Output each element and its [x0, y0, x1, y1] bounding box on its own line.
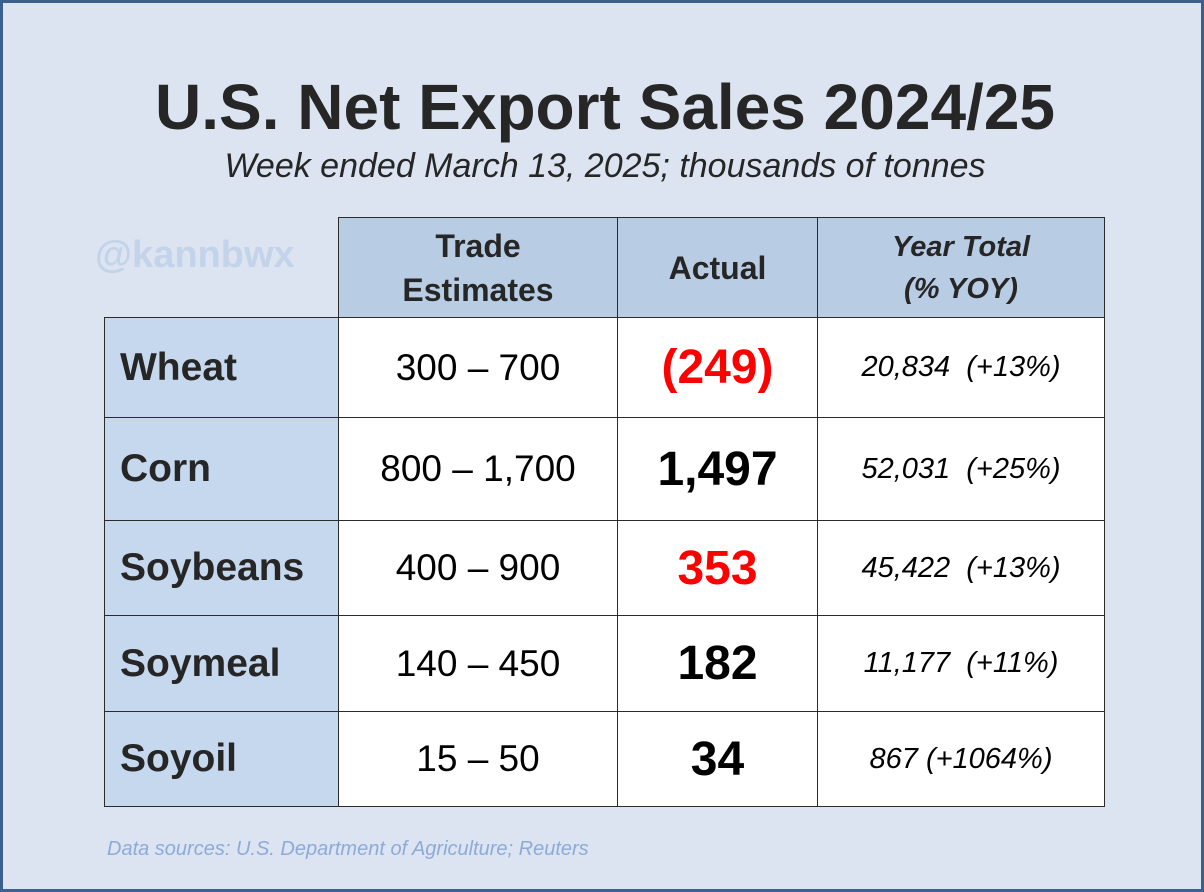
- row-label-corn: Corn: [104, 417, 339, 521]
- actual-corn: 1,497: [617, 417, 818, 521]
- page-title: U.S. Net Export Sales 2024/25: [155, 71, 1055, 143]
- data-source-note: Data sources: U.S. Department of Agricul…: [107, 838, 589, 860]
- header-year-total-line1: Year Total: [891, 230, 1031, 263]
- header-actual: Actual: [617, 217, 818, 318]
- year-total-wheat: 20,834 (+13%): [817, 317, 1105, 418]
- header-year-total-line2: (% YOY): [904, 272, 1018, 305]
- page-subtitle: Week ended March 13, 2025; thousands of …: [224, 147, 986, 185]
- year-total-corn: 52,031 (+25%): [817, 417, 1105, 521]
- watermark-handle: @kannbwx: [95, 234, 295, 276]
- header-trade-estimates: Trade Estimates: [338, 217, 618, 318]
- year-total-soybeans: 45,422 (+13%): [817, 520, 1105, 616]
- header-year-total: Year Total (% YOY): [817, 217, 1105, 318]
- estimates-corn: 800 – 1,700: [338, 417, 618, 521]
- actual-soymeal: 182: [617, 615, 818, 712]
- estimates-soybeans: 400 – 900: [338, 520, 618, 616]
- header-trade-estimates-line1: Trade: [435, 227, 521, 264]
- actual-wheat: (249): [617, 317, 818, 418]
- header-trade-estimates-line2: Estimates: [402, 271, 554, 308]
- estimates-soyoil: 15 – 50: [338, 711, 618, 807]
- row-label-soybeans: Soybeans: [104, 520, 339, 616]
- row-label-soymeal: Soymeal: [104, 615, 339, 712]
- estimates-wheat: 300 – 700: [338, 317, 618, 418]
- estimates-soymeal: 140 – 450: [338, 615, 618, 712]
- row-label-soyoil: Soyoil: [104, 711, 339, 807]
- year-total-soymeal: 11,177 (+11%): [817, 615, 1105, 712]
- actual-soybeans: 353: [617, 520, 818, 616]
- year-total-soyoil: 867 (+1064%): [817, 711, 1105, 807]
- actual-soyoil: 34: [617, 711, 818, 807]
- row-label-wheat: Wheat: [104, 317, 339, 418]
- header-actual-label: Actual: [668, 249, 767, 286]
